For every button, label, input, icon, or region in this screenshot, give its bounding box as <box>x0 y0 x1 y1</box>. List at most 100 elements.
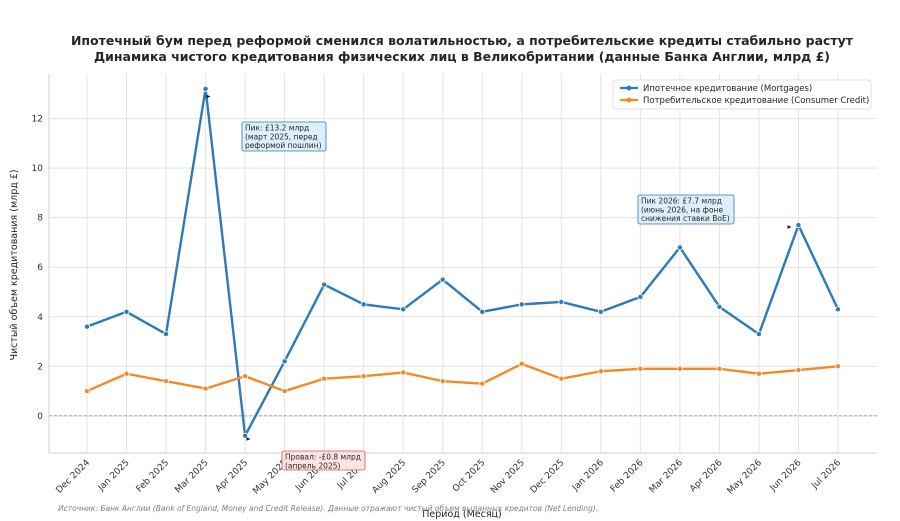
x-tick-label: May 2026 <box>726 458 765 497</box>
series-consumer-credit <box>84 360 842 395</box>
annotation-box <box>241 121 327 152</box>
data-point <box>755 331 762 338</box>
data-point <box>835 363 842 370</box>
annotation-box <box>637 194 735 225</box>
series-line <box>85 87 840 437</box>
x-tick-label: Dec 2024 <box>55 458 93 496</box>
annotation-text: Провал: -£0.8 млрд <box>285 453 361 462</box>
legend-label: Потребительское кредитование (Consumer C… <box>643 96 869 106</box>
y-tick-label: 12 <box>32 115 43 125</box>
data-point <box>123 370 130 377</box>
y-tick-label: 10 <box>32 164 44 174</box>
legend-swatch-marker <box>626 85 632 91</box>
data-point <box>242 373 249 380</box>
annotation-text: Пик 2026: £7.7 млрд <box>641 197 722 206</box>
data-point <box>558 375 565 382</box>
axes <box>48 74 877 454</box>
data-point <box>242 432 249 439</box>
data-point <box>795 367 802 374</box>
data-point <box>755 370 762 377</box>
data-point <box>676 365 683 372</box>
annotation-arrowhead <box>787 225 792 229</box>
data-point <box>360 373 367 380</box>
y-tick-label: 6 <box>37 263 43 273</box>
data-point <box>518 360 525 367</box>
x-tick-label: Apr 2026 <box>688 458 724 494</box>
grid <box>49 74 877 453</box>
x-tick-label: Aug 2025 <box>371 458 409 496</box>
data-point <box>123 308 130 315</box>
annotations: Пик: £13.2 млрд(март 2025, передреформой… <box>206 94 792 471</box>
annotation-peak-2025: Пик: £13.2 млрд(март 2025, передреформой… <box>206 94 327 152</box>
y-tick-label: 4 <box>37 313 43 323</box>
x-tick-label: Feb 2025 <box>135 458 172 495</box>
x-tick-label: Mar 2025 <box>173 458 210 495</box>
x-tick-label: Feb 2026 <box>609 458 646 495</box>
x-tick-label: Dec 2025 <box>529 458 567 496</box>
annotation-arrowhead <box>206 94 211 99</box>
data-point <box>84 388 91 395</box>
series-line <box>85 362 840 393</box>
data-point <box>716 303 723 310</box>
data-point <box>202 85 209 92</box>
y-tick-label: 8 <box>37 214 43 224</box>
data-point <box>360 301 367 308</box>
series-mortgages <box>84 85 842 439</box>
annotation-text: реформой пошлин) <box>245 141 322 150</box>
annotation-text: снижения ставки BoE) <box>641 214 730 223</box>
legend-item: Ипотечное кредитование (Mortgages) <box>620 84 812 94</box>
x-tick-label: Jun 2026 <box>768 458 804 494</box>
annotation-text: (апрель 2025) <box>285 461 340 470</box>
legend: Ипотечное кредитование (Mortgages) Потреб… <box>612 79 872 110</box>
data-point <box>637 365 644 372</box>
annotation-peak-2026: Пик 2026: £7.7 млрд(июнь 2026, на фонесн… <box>637 194 792 229</box>
x-axis-label: Период (Месяц) <box>422 509 501 520</box>
data-point <box>558 298 565 305</box>
data-point <box>321 281 328 288</box>
data-point <box>479 380 486 387</box>
data-point <box>163 331 170 338</box>
legend-swatch-marker <box>626 97 632 103</box>
annotation-text: (июнь 2026, на фоне <box>641 205 723 214</box>
data-point <box>281 358 288 365</box>
x-tick-label: Oct 2025 <box>451 458 487 494</box>
y-tick-label: 2 <box>37 362 43 372</box>
x-tick-label: Apr 2025 <box>214 458 250 494</box>
data-point <box>321 375 328 382</box>
data-point <box>281 388 288 395</box>
annotation-text: Пик: £13.2 млрд <box>245 124 309 133</box>
annotation-trough-2025: Провал: -£0.8 млрд(апрель 2025) <box>246 437 366 471</box>
x-tick-label: Sep 2025 <box>411 458 448 495</box>
legend-item: Потребительское кредитование (Consumer C… <box>620 96 869 106</box>
data-point <box>400 369 407 376</box>
data-point <box>400 306 407 313</box>
annotation-box <box>281 450 366 471</box>
legend-frame <box>612 79 872 110</box>
x-tick-label: Mar 2026 <box>648 458 685 495</box>
data-point <box>518 301 525 308</box>
data-point <box>439 378 446 385</box>
x-tick-label: Jul 2026 <box>809 458 843 492</box>
x-tick-label: Nov 2025 <box>489 458 527 496</box>
data-point <box>597 308 604 315</box>
legend-label: Ипотечное кредитование (Mortgages) <box>643 84 812 94</box>
data-point <box>479 308 486 315</box>
data-point <box>202 385 209 392</box>
data-point <box>163 378 170 385</box>
y-axis-label: Чистый объем кредитования (млрд £) <box>9 169 20 360</box>
data-point <box>676 244 683 251</box>
annotation-text: (март 2025, перед <box>245 132 318 141</box>
data-point <box>84 323 91 330</box>
series-lines <box>84 85 842 439</box>
data-point <box>795 222 802 229</box>
data-point <box>716 365 723 372</box>
annotation-arrowhead <box>246 437 251 441</box>
y-tick-label: 0 <box>37 412 43 422</box>
chart-subtitle: Динамика чистого кредитования физических… <box>94 49 830 64</box>
chart-title: Ипотечный бум перед реформой сменился во… <box>71 33 854 48</box>
x-tick-label: Jan 2025 <box>96 458 132 494</box>
x-tick-label: Jan 2026 <box>570 458 606 494</box>
data-point <box>637 293 644 300</box>
